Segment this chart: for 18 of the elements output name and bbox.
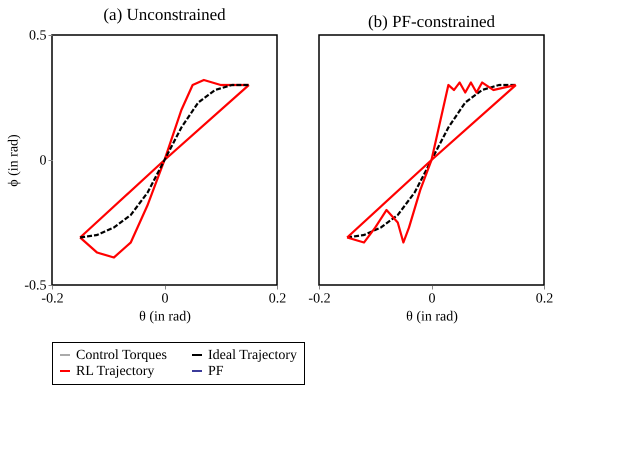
legend-label: RL Trajectory	[76, 364, 154, 379]
y-tick-label: 0	[40, 154, 46, 168]
x-tick-label: 0	[162, 292, 168, 306]
chart-title: (b) PF-constrained	[368, 12, 496, 31]
y-axis-title: ϕ (in rad)	[6, 134, 22, 187]
x-tick-label: 0	[428, 292, 436, 306]
x-tick-label: 0.2	[536, 292, 554, 306]
x-tick-label: 0.2	[268, 292, 286, 306]
y-tick-label: 0.5	[29, 28, 46, 44]
chart-title: (a) Unconstrained	[103, 5, 226, 24]
legend-label: Control Torques	[76, 348, 167, 363]
x-tick-label: -0.2	[308, 292, 331, 306]
x-axis-title: θ (in rad)	[406, 310, 458, 324]
x-tick-label: -0.2	[41, 292, 64, 306]
legend-label: Ideal Trajectory	[208, 348, 298, 363]
x-axis-title: θ (in rad)	[139, 310, 192, 324]
legend-label: PF	[208, 364, 224, 379]
y-tick-label: -0.5	[24, 278, 46, 294]
